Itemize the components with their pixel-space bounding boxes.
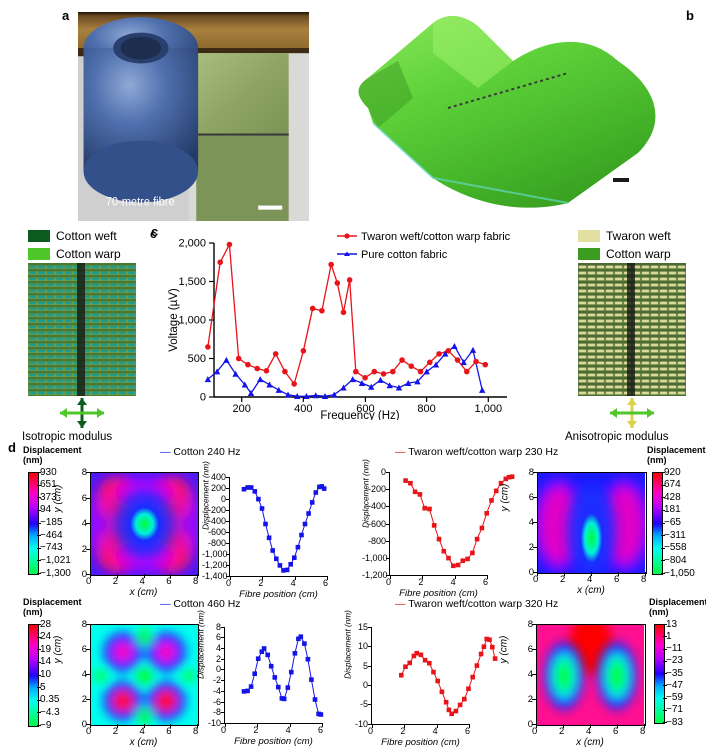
svg-text:c: c <box>151 224 158 239</box>
svg-text:Voltage (µV): Voltage (µV) <box>168 288 180 352</box>
svg-text:500: 500 <box>188 353 206 365</box>
svg-text:Pure cotton fabric: Pure cotton fabric <box>361 249 448 261</box>
svg-text:400: 400 <box>294 403 312 415</box>
svg-text:2,000: 2,000 <box>178 238 206 250</box>
svg-text:1,000: 1,000 <box>178 315 206 327</box>
svg-text:800: 800 <box>417 403 435 415</box>
svg-text:1,000: 1,000 <box>475 403 503 415</box>
svg-text:200: 200 <box>233 403 251 415</box>
svg-text:0: 0 <box>200 392 206 404</box>
svg-text:Frequency (Hz): Frequency (Hz) <box>320 410 399 420</box>
svg-text:Twaron weft/cotton warp fabric: Twaron weft/cotton warp fabric <box>361 231 511 243</box>
svg-text:1,500: 1,500 <box>178 276 206 288</box>
